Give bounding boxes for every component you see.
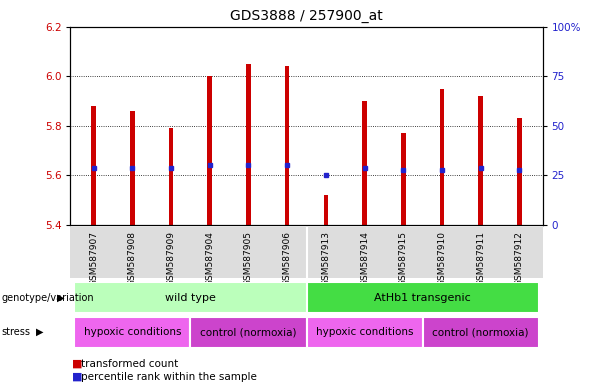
Bar <box>306 282 539 313</box>
Text: GSM587907: GSM587907 <box>89 231 98 286</box>
Bar <box>246 64 251 225</box>
Bar <box>169 128 173 225</box>
Text: AtHb1 transgenic: AtHb1 transgenic <box>374 293 471 303</box>
Text: control (normoxia): control (normoxia) <box>432 327 529 337</box>
Text: ■: ■ <box>72 359 83 369</box>
Text: GSM587910: GSM587910 <box>438 231 446 286</box>
Text: GSM587906: GSM587906 <box>283 231 292 286</box>
Text: percentile rank within the sample: percentile rank within the sample <box>81 372 257 382</box>
Bar <box>324 195 328 225</box>
Bar <box>478 96 483 225</box>
Bar <box>74 282 306 313</box>
Text: GSM587905: GSM587905 <box>244 231 253 286</box>
Text: stress: stress <box>1 327 30 337</box>
Bar <box>401 133 406 225</box>
Text: wild type: wild type <box>165 293 216 303</box>
Bar <box>517 118 522 225</box>
Bar <box>130 111 135 225</box>
Bar <box>306 317 422 348</box>
Bar <box>285 66 289 225</box>
Text: control (normoxia): control (normoxia) <box>200 327 297 337</box>
Bar <box>207 76 212 225</box>
Text: ▶: ▶ <box>36 327 44 337</box>
Bar <box>191 317 306 348</box>
Bar <box>74 317 191 348</box>
Bar <box>362 101 367 225</box>
Text: GSM587904: GSM587904 <box>205 231 215 286</box>
Bar <box>440 89 444 225</box>
Text: GSM587915: GSM587915 <box>398 231 408 286</box>
Text: hypoxic conditions: hypoxic conditions <box>83 327 181 337</box>
Text: transformed count: transformed count <box>81 359 178 369</box>
Text: genotype/variation: genotype/variation <box>1 293 94 303</box>
Text: hypoxic conditions: hypoxic conditions <box>316 327 413 337</box>
Text: GSM587911: GSM587911 <box>476 231 485 286</box>
Text: GSM587912: GSM587912 <box>515 231 524 286</box>
Text: GSM587913: GSM587913 <box>321 231 330 286</box>
Text: GSM587914: GSM587914 <box>360 231 369 286</box>
Text: GSM587909: GSM587909 <box>167 231 175 286</box>
Bar <box>422 317 539 348</box>
Title: GDS3888 / 257900_at: GDS3888 / 257900_at <box>230 9 383 23</box>
Text: GSM587908: GSM587908 <box>128 231 137 286</box>
Text: ▶: ▶ <box>57 293 64 303</box>
Bar <box>91 106 96 225</box>
Text: ■: ■ <box>72 372 83 382</box>
